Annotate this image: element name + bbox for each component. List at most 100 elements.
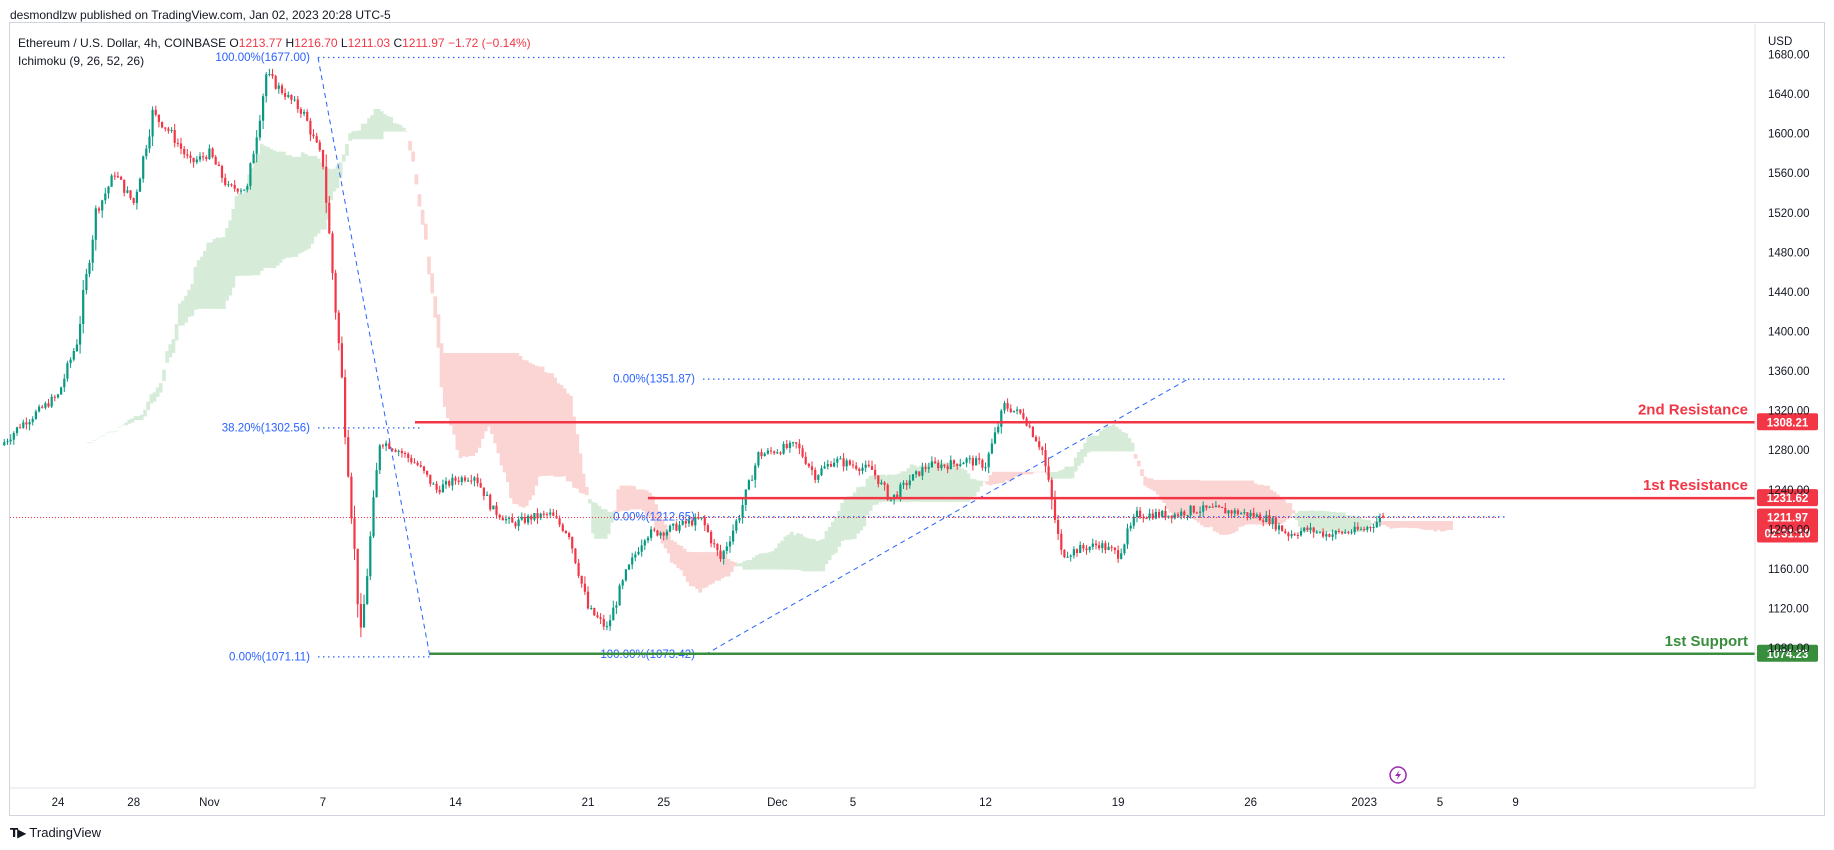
candle-body — [1378, 517, 1381, 522]
candle — [482, 487, 485, 501]
candle — [397, 449, 400, 457]
candle — [344, 369, 347, 445]
cloud-segment — [1417, 521, 1422, 529]
candle-body — [1334, 531, 1337, 535]
cloud-segment — [704, 552, 709, 588]
candle-body — [943, 464, 946, 467]
candle — [927, 462, 930, 473]
candle-body — [599, 617, 602, 619]
candle-body — [1240, 513, 1243, 515]
candle-body — [179, 143, 183, 149]
time-tick-label: 28 — [127, 797, 140, 809]
candle-body — [886, 484, 889, 500]
time-tick-label: 25 — [657, 797, 670, 809]
candle — [1202, 501, 1205, 517]
candle — [1145, 516, 1148, 520]
candle — [627, 563, 631, 571]
candle-body — [615, 605, 618, 608]
candle-body — [747, 480, 750, 490]
high-label: H — [285, 36, 295, 50]
candle-body — [1281, 525, 1284, 532]
cloud-segment — [660, 519, 665, 544]
candle — [38, 404, 41, 413]
candle-body — [732, 530, 735, 542]
candle — [952, 459, 956, 467]
candle — [1331, 529, 1334, 541]
cloud-segment — [976, 480, 980, 492]
candle — [583, 576, 586, 595]
candle-body — [735, 520, 738, 531]
candle — [744, 489, 747, 511]
cloud-segment — [1077, 451, 1081, 466]
candle-body — [694, 517, 697, 526]
candle — [864, 460, 867, 473]
candle — [22, 419, 25, 429]
cloud-segment — [285, 155, 289, 258]
candle — [829, 460, 833, 468]
cloud-segment — [982, 481, 987, 482]
cloud-segment — [439, 343, 444, 388]
candle — [1255, 512, 1258, 519]
currency-label: USD — [1768, 36, 1792, 48]
candle-body — [145, 148, 148, 157]
candle-body — [930, 461, 933, 468]
cloud-segment — [1297, 511, 1302, 527]
candle — [874, 464, 877, 480]
candle-body — [413, 462, 416, 464]
tradingview-logo[interactable]: 𝗧▶ TradingView — [10, 825, 101, 840]
candle-body — [1328, 534, 1331, 537]
candle-body — [249, 163, 252, 186]
chart-frame[interactable] — [9, 22, 1825, 816]
candle — [1180, 508, 1183, 520]
cloud-segment — [1212, 480, 1217, 532]
cloud-segment — [559, 385, 564, 477]
candle-body — [486, 494, 489, 496]
cloud-segment — [1392, 521, 1397, 529]
price-tick-label: 1600.00 — [1768, 129, 1810, 141]
candle-body — [766, 450, 769, 454]
candle — [861, 463, 864, 475]
cloud-segment — [676, 544, 681, 568]
time-tick-label: 5 — [1437, 797, 1443, 809]
candle-body — [968, 458, 971, 460]
candle-body — [558, 518, 561, 525]
cloud-segment — [1269, 489, 1274, 525]
cloud-segment — [480, 353, 485, 439]
candle-body — [495, 505, 498, 515]
candle — [1306, 525, 1309, 532]
cloud-segment — [190, 283, 195, 316]
candle — [463, 475, 467, 483]
time-tick-label: 21 — [582, 797, 595, 809]
cloud-segment — [250, 167, 255, 276]
candle-body — [1186, 515, 1189, 517]
candle-body — [877, 475, 880, 485]
cloud-segment — [793, 535, 797, 570]
cloud-segment — [1070, 466, 1075, 479]
cloud-segment — [288, 155, 292, 258]
candle-body — [577, 563, 580, 576]
cloud-segment — [884, 475, 889, 502]
candle — [1375, 515, 1378, 528]
candle — [161, 121, 164, 129]
candle — [97, 206, 101, 214]
candle-body — [385, 443, 388, 447]
cloud-segment — [420, 209, 425, 225]
candle — [189, 151, 192, 164]
candle — [195, 156, 198, 165]
candle-body — [624, 569, 627, 581]
cloud-segment — [1010, 471, 1015, 479]
cloud-segment — [521, 359, 526, 508]
candle-body — [568, 533, 571, 538]
cloud-segment — [739, 563, 744, 567]
candle-body — [1126, 528, 1129, 545]
candle-body — [1072, 549, 1075, 556]
candle-body — [773, 451, 776, 454]
candle-body — [814, 469, 817, 480]
ohlc-row: Ethereum / U.S. Dollar, 4h, COINBASE O12… — [18, 34, 531, 52]
candle — [1047, 457, 1050, 483]
cloud-segment — [796, 533, 800, 570]
candle-body — [848, 460, 851, 465]
time-tick-label: 14 — [449, 797, 462, 809]
candle-body — [934, 461, 937, 463]
